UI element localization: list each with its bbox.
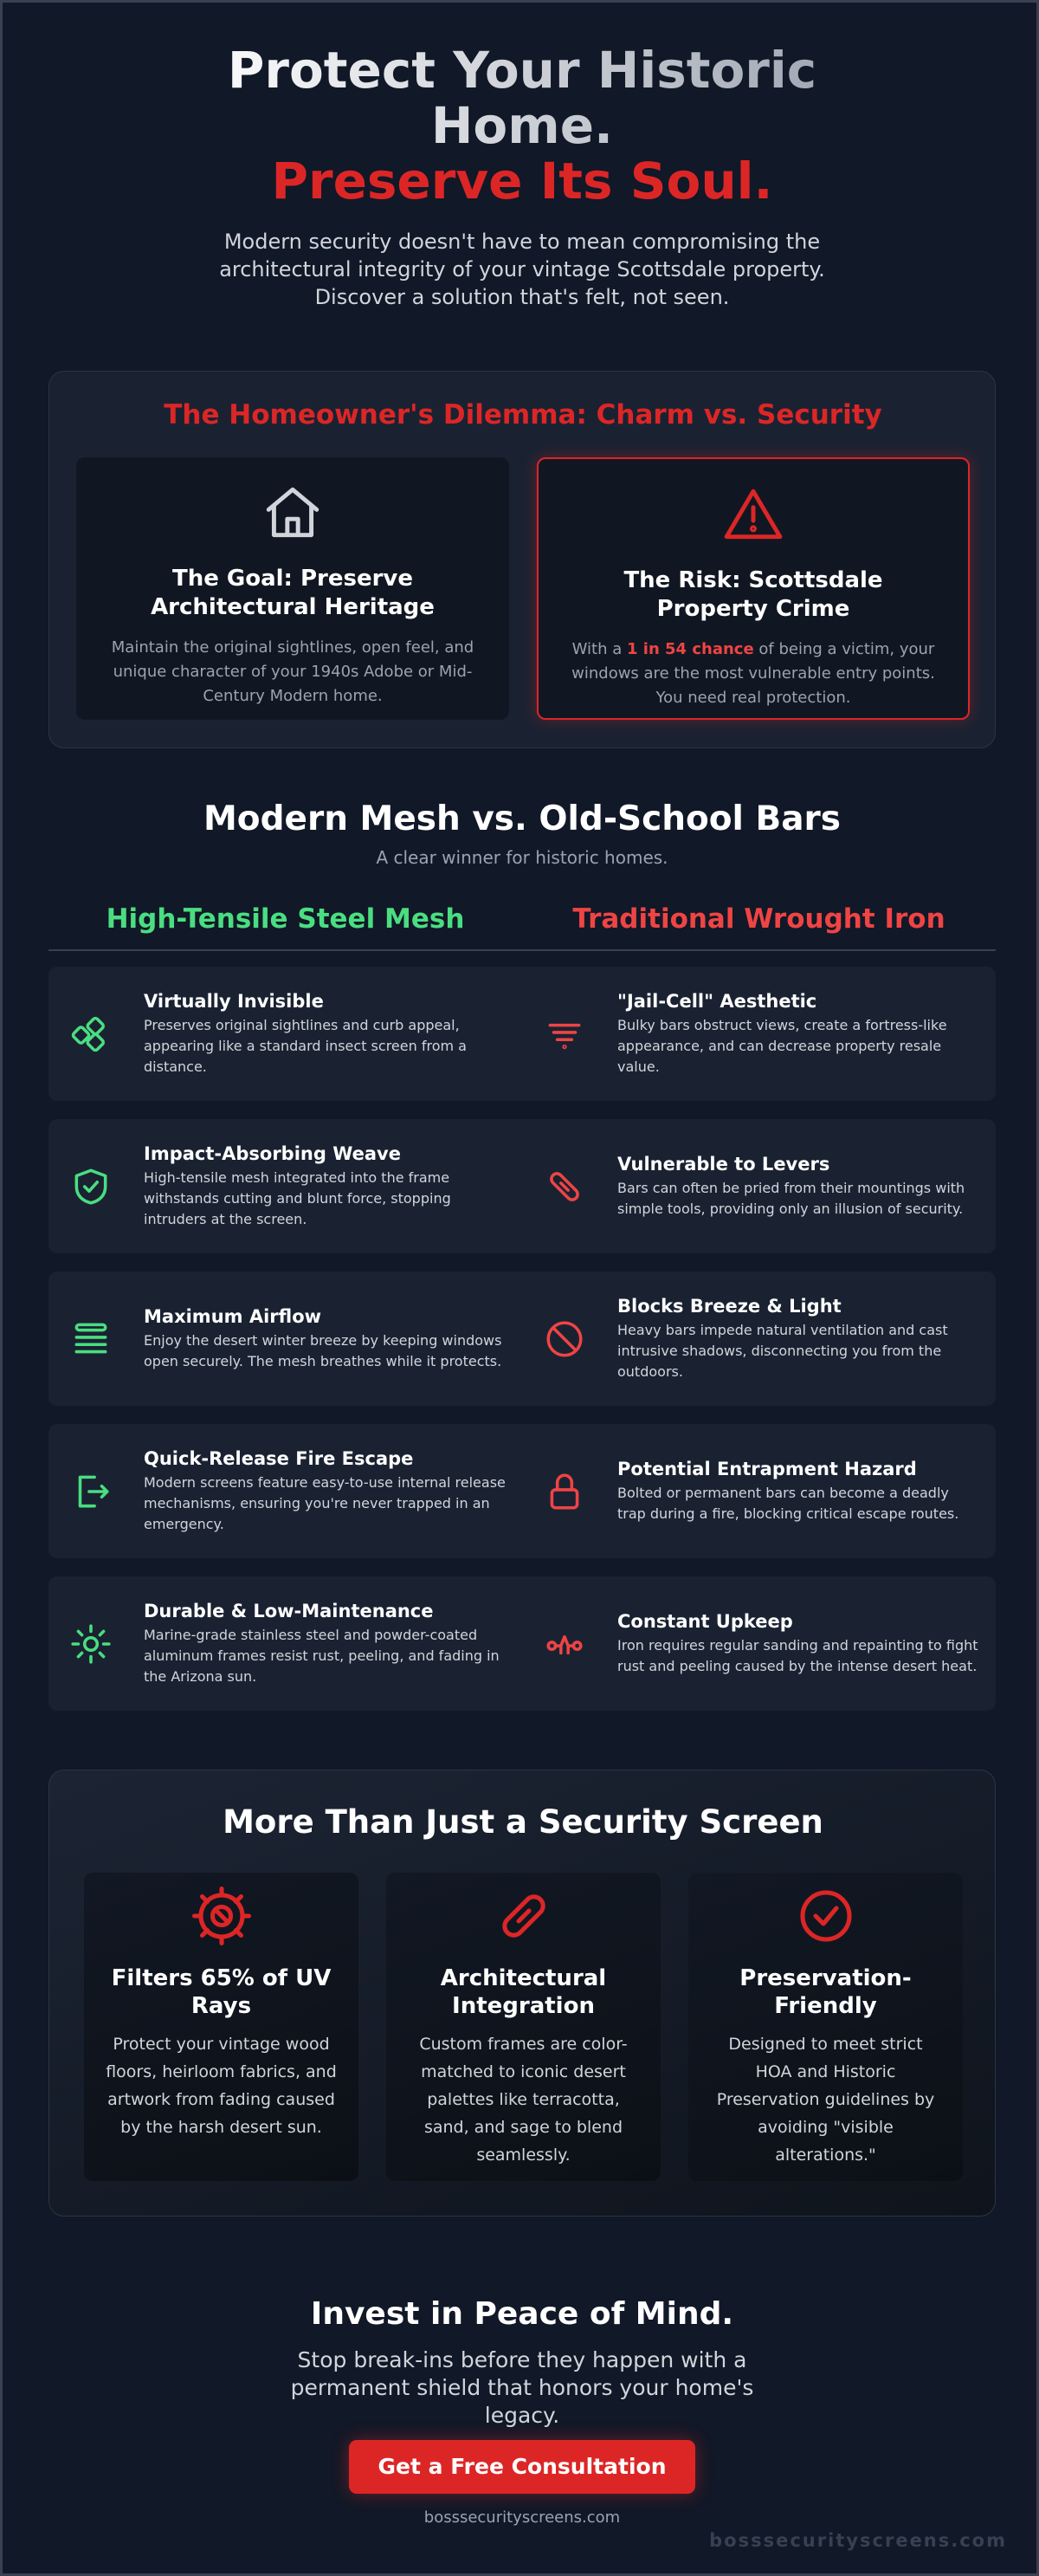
bars-text: Heavy bars impede natural ventilation an… <box>617 1321 948 1380</box>
risk-title: The Risk: Scottsdale Property Crime <box>623 567 883 622</box>
features-title: More Than Just a Security Screen <box>223 1803 823 1841</box>
risk-text-part: of being a victim, your windows are the … <box>571 640 935 707</box>
bars-text: Bolted or permanent bars can become a de… <box>617 1484 959 1522</box>
icon <box>548 1023 581 1049</box>
cell-text: Durable & Low-Maintenance Marine-grade st… <box>144 1601 507 1687</box>
bars-text: Bars can often be pried from their mount… <box>617 1179 965 1217</box>
mesh-heading: High-Tensile Steel Mesh <box>106 903 465 935</box>
risk-highlight: 1 in 54 chance <box>626 640 754 658</box>
hero-title-line: Protect Your Historic Home. <box>176 42 868 153</box>
cell-text: Potential Entrapment Hazard Bolted or per… <box>617 1459 980 1524</box>
cell-text: Blocks Breeze & Light Heavy bars impede n… <box>617 1296 980 1382</box>
bars-heading: Traditional Wrought Iron <box>572 903 945 935</box>
cta-button[interactable]: Get a Free Consultation <box>349 2440 695 2494</box>
comparison-subtitle: A clear winner for historic homes. <box>376 847 668 868</box>
bars-title: "Jail-Cell" Aesthetic <box>617 990 817 1012</box>
risk-text: With a 1 in 54 chance of being a victim,… <box>568 638 939 710</box>
hero-subtitle: Modern security doesn't have to mean com… <box>219 230 825 309</box>
cta-website: bosssecurityscreens.com <box>423 2508 621 2527</box>
feature-text: Designed to meet strict HOA and Historic… <box>716 2035 935 2165</box>
dilemma-section: The Homeowner's Dilemma: Charm vs. Secur… <box>48 371 996 748</box>
risk-text-part: With a <box>571 640 627 658</box>
icon <box>501 1894 545 1938</box>
bars-text: Iron requires regular sanding and repain… <box>617 1636 978 1674</box>
icon <box>546 1634 583 1654</box>
cell-text: Impact-Absorbing Weave High-tensile mesh … <box>144 1143 507 1230</box>
feature-title: Architectural Integration <box>440 1965 607 2019</box>
bars-cell: Blocks Breeze & Light Heavy bars impede n… <box>522 1272 996 1406</box>
mesh-text: Marine-grade stainless steel and powder-… <box>144 1626 500 1685</box>
goal-card: The Goal: Preserve Architectural Heritag… <box>76 457 509 720</box>
icon <box>74 1168 107 1205</box>
home-icon <box>266 487 319 538</box>
goal-title: The Goal: Preserve Architectural Heritag… <box>151 566 435 620</box>
feature-card: Filters 65% of UV Rays Protect your vinta… <box>84 1873 358 2181</box>
cell-text: Virtually Invisible Preserves original si… <box>144 991 507 1078</box>
cell-text: Vulnerable to Levers Bars can often be pr… <box>617 1154 980 1220</box>
icon <box>546 1320 583 1357</box>
icon <box>71 1623 111 1664</box>
bars-cell: Vulnerable to Levers Bars can often be pr… <box>522 1119 996 1253</box>
mesh-text: Modern screens feature easy-to-use inter… <box>144 1473 506 1532</box>
comparison-title: Modern Mesh vs. Old-School Bars <box>203 799 841 838</box>
bars-title: Blocks Breeze & Light <box>617 1295 842 1317</box>
comparison-row: Quick-Release Fire Escape Modern screens … <box>48 1424 996 1558</box>
feature-title: Filters 65% of UV Rays <box>111 1965 332 2019</box>
comparison-row: Durable & Low-Maintenance Marine-grade st… <box>48 1576 996 1711</box>
bars-cell: Potential Entrapment Hazard Bolted or per… <box>522 1424 996 1558</box>
comparison-row: Maximum Airflow Enjoy the desert winter b… <box>48 1272 996 1406</box>
bars-text: Bulky bars obstruct views, create a fort… <box>617 1016 947 1075</box>
mesh-title: Impact-Absorbing Weave <box>144 1142 401 1164</box>
features-section: More Than Just a Security Screen Filters… <box>48 1770 996 2217</box>
cell-text: Constant Upkeep Iron requires regular san… <box>617 1611 980 1677</box>
mesh-cell: Virtually Invisible Preserves original si… <box>48 967 522 1101</box>
icon <box>550 1473 579 1510</box>
feature-title: Preservation-Friendly <box>739 1965 912 2019</box>
mesh-title: Maximum Airflow <box>144 1305 322 1327</box>
icon <box>550 1171 579 1201</box>
mesh-cell: Durable & Low-Maintenance Marine-grade st… <box>48 1576 522 1711</box>
divider <box>48 949 996 951</box>
mesh-cell: Maximum Airflow Enjoy the desert winter b… <box>48 1272 522 1406</box>
watermark: bosssecurityscreens.com <box>709 2530 1007 2551</box>
feature-card: Architectural Integration Custom frames a… <box>386 1873 661 2181</box>
icon <box>74 1323 107 1353</box>
feature-text: Protect your vintage wood floors, heirlo… <box>106 2035 337 2137</box>
icon <box>191 1886 251 1946</box>
bars-cell: "Jail-Cell" Aesthetic Bulky bars obstruct… <box>522 967 996 1101</box>
hero-title-accent: Preserve Its Soul. <box>271 152 773 210</box>
mesh-title: Durable & Low-Maintenance <box>144 1600 434 1621</box>
icon <box>799 1890 852 1942</box>
dilemma-title: The Homeowner's Dilemma: Charm vs. Secur… <box>164 399 882 430</box>
hero-title: Protect Your Historic Home. Preserve Its… <box>176 42 868 209</box>
mesh-title: Virtually Invisible <box>144 990 324 1012</box>
comparison-row: Impact-Absorbing Weave High-tensile mesh … <box>48 1119 996 1253</box>
comparison-row: Virtually Invisible Preserves original si… <box>48 967 996 1101</box>
mesh-text: Preserves original sightlines and curb a… <box>144 1016 467 1075</box>
cta-title: Invest in Peace of Mind. <box>310 2296 734 2332</box>
mesh-title: Quick-Release Fire Escape <box>144 1447 414 1469</box>
icon <box>71 1016 105 1052</box>
cell-text: Maximum Airflow Enjoy the desert winter b… <box>144 1306 507 1372</box>
feature-text: Custom frames are color-matched to iconi… <box>419 2035 628 2165</box>
mesh-text: Enjoy the desert winter breeze by keepin… <box>144 1331 502 1369</box>
mesh-cell: Quick-Release Fire Escape Modern screens … <box>48 1424 522 1558</box>
cell-text: Quick-Release Fire Escape Modern screens … <box>144 1448 507 1535</box>
warning-icon <box>724 489 783 540</box>
mesh-text: High-tensile mesh integrated into the fr… <box>144 1168 451 1227</box>
bars-title: Constant Upkeep <box>617 1610 793 1632</box>
bars-title: Potential Entrapment Hazard <box>617 1458 917 1479</box>
risk-card: The Risk: Scottsdale Property Crime With… <box>537 457 970 720</box>
bars-title: Vulnerable to Levers <box>617 1153 830 1175</box>
icon <box>78 1475 109 1507</box>
feature-card: Preservation-Friendly Designed to meet st… <box>688 1873 963 2181</box>
cell-text: "Jail-Cell" Aesthetic Bulky bars obstruct… <box>617 991 980 1078</box>
bars-cell: Constant Upkeep Iron requires regular san… <box>522 1576 996 1711</box>
cta-text: Stop break-ins before they happen with a… <box>290 2347 754 2428</box>
goal-text: Maintain the original sightlines, open f… <box>111 638 474 705</box>
mesh-cell: Impact-Absorbing Weave High-tensile mesh … <box>48 1119 522 1253</box>
